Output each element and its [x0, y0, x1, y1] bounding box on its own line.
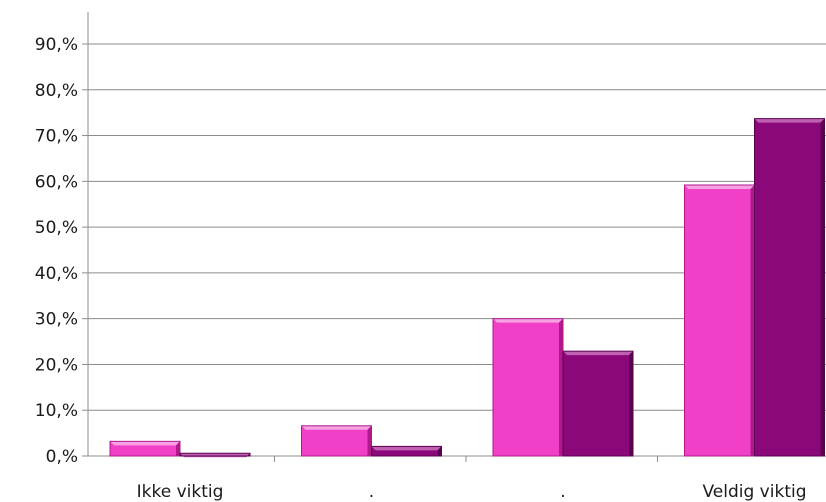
x-category-label: Veldig viktig: [702, 482, 806, 502]
y-tick-label: 50,%: [35, 218, 78, 238]
y-tick-label: 20,%: [35, 355, 78, 375]
bar-top-bevel: [563, 351, 633, 356]
y-tick-label: 80,%: [35, 81, 78, 101]
y-tick-label: 0,%: [46, 447, 78, 467]
bar-outline: [179, 452, 251, 457]
bar-face: [684, 184, 755, 457]
bar-side-bevel: [750, 184, 755, 457]
bar-top-bevel: [493, 318, 563, 323]
bar-top-bevel: [371, 446, 442, 451]
bar-face: [754, 118, 825, 457]
bar: [109, 440, 181, 457]
x-category-label: .: [560, 482, 565, 502]
bar-side-bevel: [559, 318, 563, 456]
bar-top-bevel: [301, 425, 372, 430]
bar: [562, 350, 634, 457]
bar-face: [301, 425, 372, 456]
y-tick-label: 60,%: [35, 172, 78, 192]
bar: [179, 452, 251, 458]
bar-side-bevel: [437, 446, 442, 456]
x-category-label: Ikke viktig: [137, 482, 224, 502]
bar-top-bevel: [180, 453, 250, 458]
x-category-label: .: [369, 482, 374, 502]
bar-side-bevel: [629, 351, 633, 456]
x-axis-ticks: [274, 456, 658, 462]
y-tick-label: 30,%: [35, 310, 78, 330]
y-tick-label: 70,%: [35, 127, 78, 147]
bar-side-bevel: [176, 441, 180, 456]
bar: [492, 318, 564, 457]
bar: [754, 118, 825, 457]
bars: [109, 118, 825, 458]
y-tick-label: 10,%: [35, 401, 78, 421]
bar-outline: [301, 425, 372, 457]
bar-outline: [371, 445, 442, 457]
bar-outline: [562, 350, 634, 457]
bar-top-bevel: [684, 184, 755, 189]
bar-face: [371, 446, 442, 456]
bar-side-bevel: [367, 425, 372, 456]
gridlines: [88, 43, 826, 411]
bar-top-bevel: [110, 441, 180, 446]
bar-side-bevel: [820, 118, 825, 457]
y-tick-label: 90,%: [35, 35, 78, 55]
bar-outline: [109, 440, 181, 457]
category-labels: Ikke viktig.. Veldig viktig: [137, 482, 807, 502]
bar-outline: [754, 118, 825, 457]
y-tick-label: 40,%: [35, 264, 78, 284]
y-axis-ticks: 0,% 10,% 20,% 30,% 40,% 50,% 60,% 70,% 80,% 90,%: [35, 35, 88, 467]
bar: [371, 445, 442, 457]
bar-face: [563, 351, 633, 456]
bar-face: [493, 318, 563, 456]
bar: [301, 425, 372, 457]
bar: [684, 184, 755, 457]
bar-top-bevel: [754, 118, 825, 123]
